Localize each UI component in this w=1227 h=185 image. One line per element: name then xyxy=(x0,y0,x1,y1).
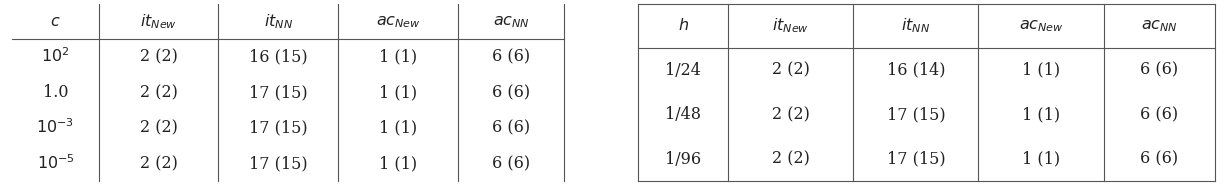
Text: 2 (2): 2 (2) xyxy=(772,62,810,79)
Text: 17 (15): 17 (15) xyxy=(887,106,945,123)
Text: 16 (15): 16 (15) xyxy=(249,48,308,65)
Text: 1 (1): 1 (1) xyxy=(379,120,417,137)
Text: $10^{-3}$: $10^{-3}$ xyxy=(37,119,75,137)
Text: 2 (2): 2 (2) xyxy=(140,48,178,65)
Text: $ac_{NN}$: $ac_{NN}$ xyxy=(1141,17,1178,34)
Text: 6 (6): 6 (6) xyxy=(492,84,530,101)
Text: 1 (1): 1 (1) xyxy=(1022,151,1060,168)
Text: 17 (15): 17 (15) xyxy=(249,120,308,137)
Text: 1.0: 1.0 xyxy=(43,84,69,101)
Text: 2 (2): 2 (2) xyxy=(140,155,178,172)
Text: 6 (6): 6 (6) xyxy=(1140,62,1178,79)
Text: 1 (1): 1 (1) xyxy=(1022,62,1060,79)
Text: 6 (6): 6 (6) xyxy=(1140,151,1178,168)
Text: 17 (15): 17 (15) xyxy=(249,84,308,101)
Text: 1/48: 1/48 xyxy=(665,106,701,123)
Text: $h$: $h$ xyxy=(677,17,688,34)
Text: $it_{New}$: $it_{New}$ xyxy=(772,16,810,35)
Text: $it_{NN}$: $it_{NN}$ xyxy=(902,16,930,35)
Text: $10^2$: $10^2$ xyxy=(42,48,70,66)
Text: 6 (6): 6 (6) xyxy=(492,155,530,172)
Text: 1/96: 1/96 xyxy=(665,151,702,168)
Text: $ac_{NN}$: $ac_{NN}$ xyxy=(493,13,530,30)
Text: 2 (2): 2 (2) xyxy=(772,151,810,168)
Text: $it_{NN}$: $it_{NN}$ xyxy=(264,12,293,31)
Text: 1 (1): 1 (1) xyxy=(1022,106,1060,123)
Text: 1 (1): 1 (1) xyxy=(379,155,417,172)
Text: $10^{-5}$: $10^{-5}$ xyxy=(37,154,75,173)
Text: $ac_{New}$: $ac_{New}$ xyxy=(1018,17,1064,34)
Text: 1 (1): 1 (1) xyxy=(379,84,417,101)
Text: 6 (6): 6 (6) xyxy=(492,48,530,65)
Text: 16 (14): 16 (14) xyxy=(887,62,945,79)
Text: 17 (15): 17 (15) xyxy=(887,151,945,168)
Text: $it_{New}$: $it_{New}$ xyxy=(140,12,177,31)
Text: 17 (15): 17 (15) xyxy=(249,155,308,172)
Text: 6 (6): 6 (6) xyxy=(1140,106,1178,123)
Text: 1/24: 1/24 xyxy=(665,62,701,79)
Text: 6 (6): 6 (6) xyxy=(492,120,530,137)
Text: 2 (2): 2 (2) xyxy=(140,120,178,137)
Text: 1 (1): 1 (1) xyxy=(379,48,417,65)
Text: 2 (2): 2 (2) xyxy=(772,106,810,123)
Text: $ac_{New}$: $ac_{New}$ xyxy=(375,13,421,30)
Text: 2 (2): 2 (2) xyxy=(140,84,178,101)
Text: $c$: $c$ xyxy=(50,13,61,30)
